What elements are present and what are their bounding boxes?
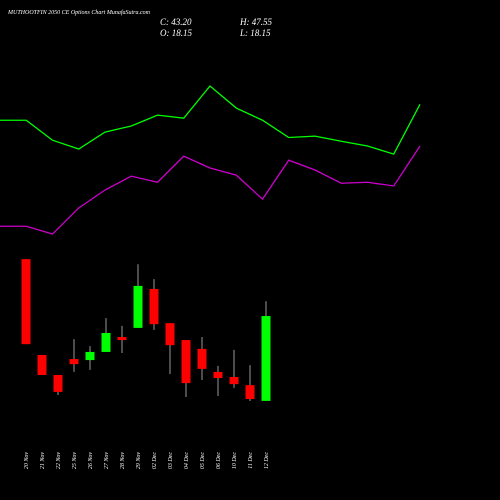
- x-tick-label: 11 Dec: [248, 452, 254, 469]
- indicator-line: [0, 145, 421, 235]
- x-tick-label: 22 Nov: [56, 452, 62, 470]
- candle-body: [213, 371, 223, 379]
- x-tick-label: 05 Dec: [200, 452, 206, 469]
- candle-body: [85, 351, 95, 361]
- x-tick-label: 06 Dec: [216, 452, 222, 469]
- candle-body: [261, 316, 271, 401]
- candle-body: [53, 374, 63, 392]
- ohlc-label: C: 43.20: [160, 17, 192, 27]
- candle-body: [181, 340, 191, 384]
- x-tick-label: 26 Nov: [88, 452, 94, 470]
- x-tick-label: 25 Nov: [72, 452, 78, 470]
- candle-body: [101, 332, 111, 352]
- x-tick-label: 21 Nov: [40, 452, 46, 470]
- chart-title: MUTHOOTFIN 2050 CE Options Chart MunafaS…: [7, 9, 151, 16]
- candle-body: [133, 285, 143, 328]
- x-tick-label: 02 Dec: [152, 452, 158, 469]
- x-tick-label: 27 Nov: [104, 452, 110, 470]
- candle-body: [197, 348, 207, 369]
- x-tick-label: 03 Dec: [168, 452, 174, 469]
- x-tick-label: 20 Nov: [24, 452, 30, 470]
- candle-body: [149, 288, 159, 325]
- candle-body: [37, 354, 47, 375]
- candle-body: [229, 377, 239, 385]
- candle-body: [165, 323, 175, 346]
- x-tick-label: 10 Dec: [232, 452, 238, 469]
- candle-body: [69, 359, 79, 365]
- ohlc-label: H: 47.55: [239, 17, 272, 27]
- ohlc-label: O: 18.15: [160, 28, 192, 38]
- candle-body: [245, 385, 255, 400]
- candle-body: [117, 337, 127, 341]
- x-tick-label: 12 Dec: [264, 452, 270, 469]
- x-tick-label: 04 Dec: [183, 452, 190, 469]
- indicator-line: [0, 85, 421, 155]
- ohlc-label: L: 18.15: [239, 28, 271, 38]
- x-tick-label: 29 Nov: [136, 452, 142, 470]
- x-tick-label: 28 Nov: [120, 452, 126, 470]
- candle-body: [21, 259, 31, 345]
